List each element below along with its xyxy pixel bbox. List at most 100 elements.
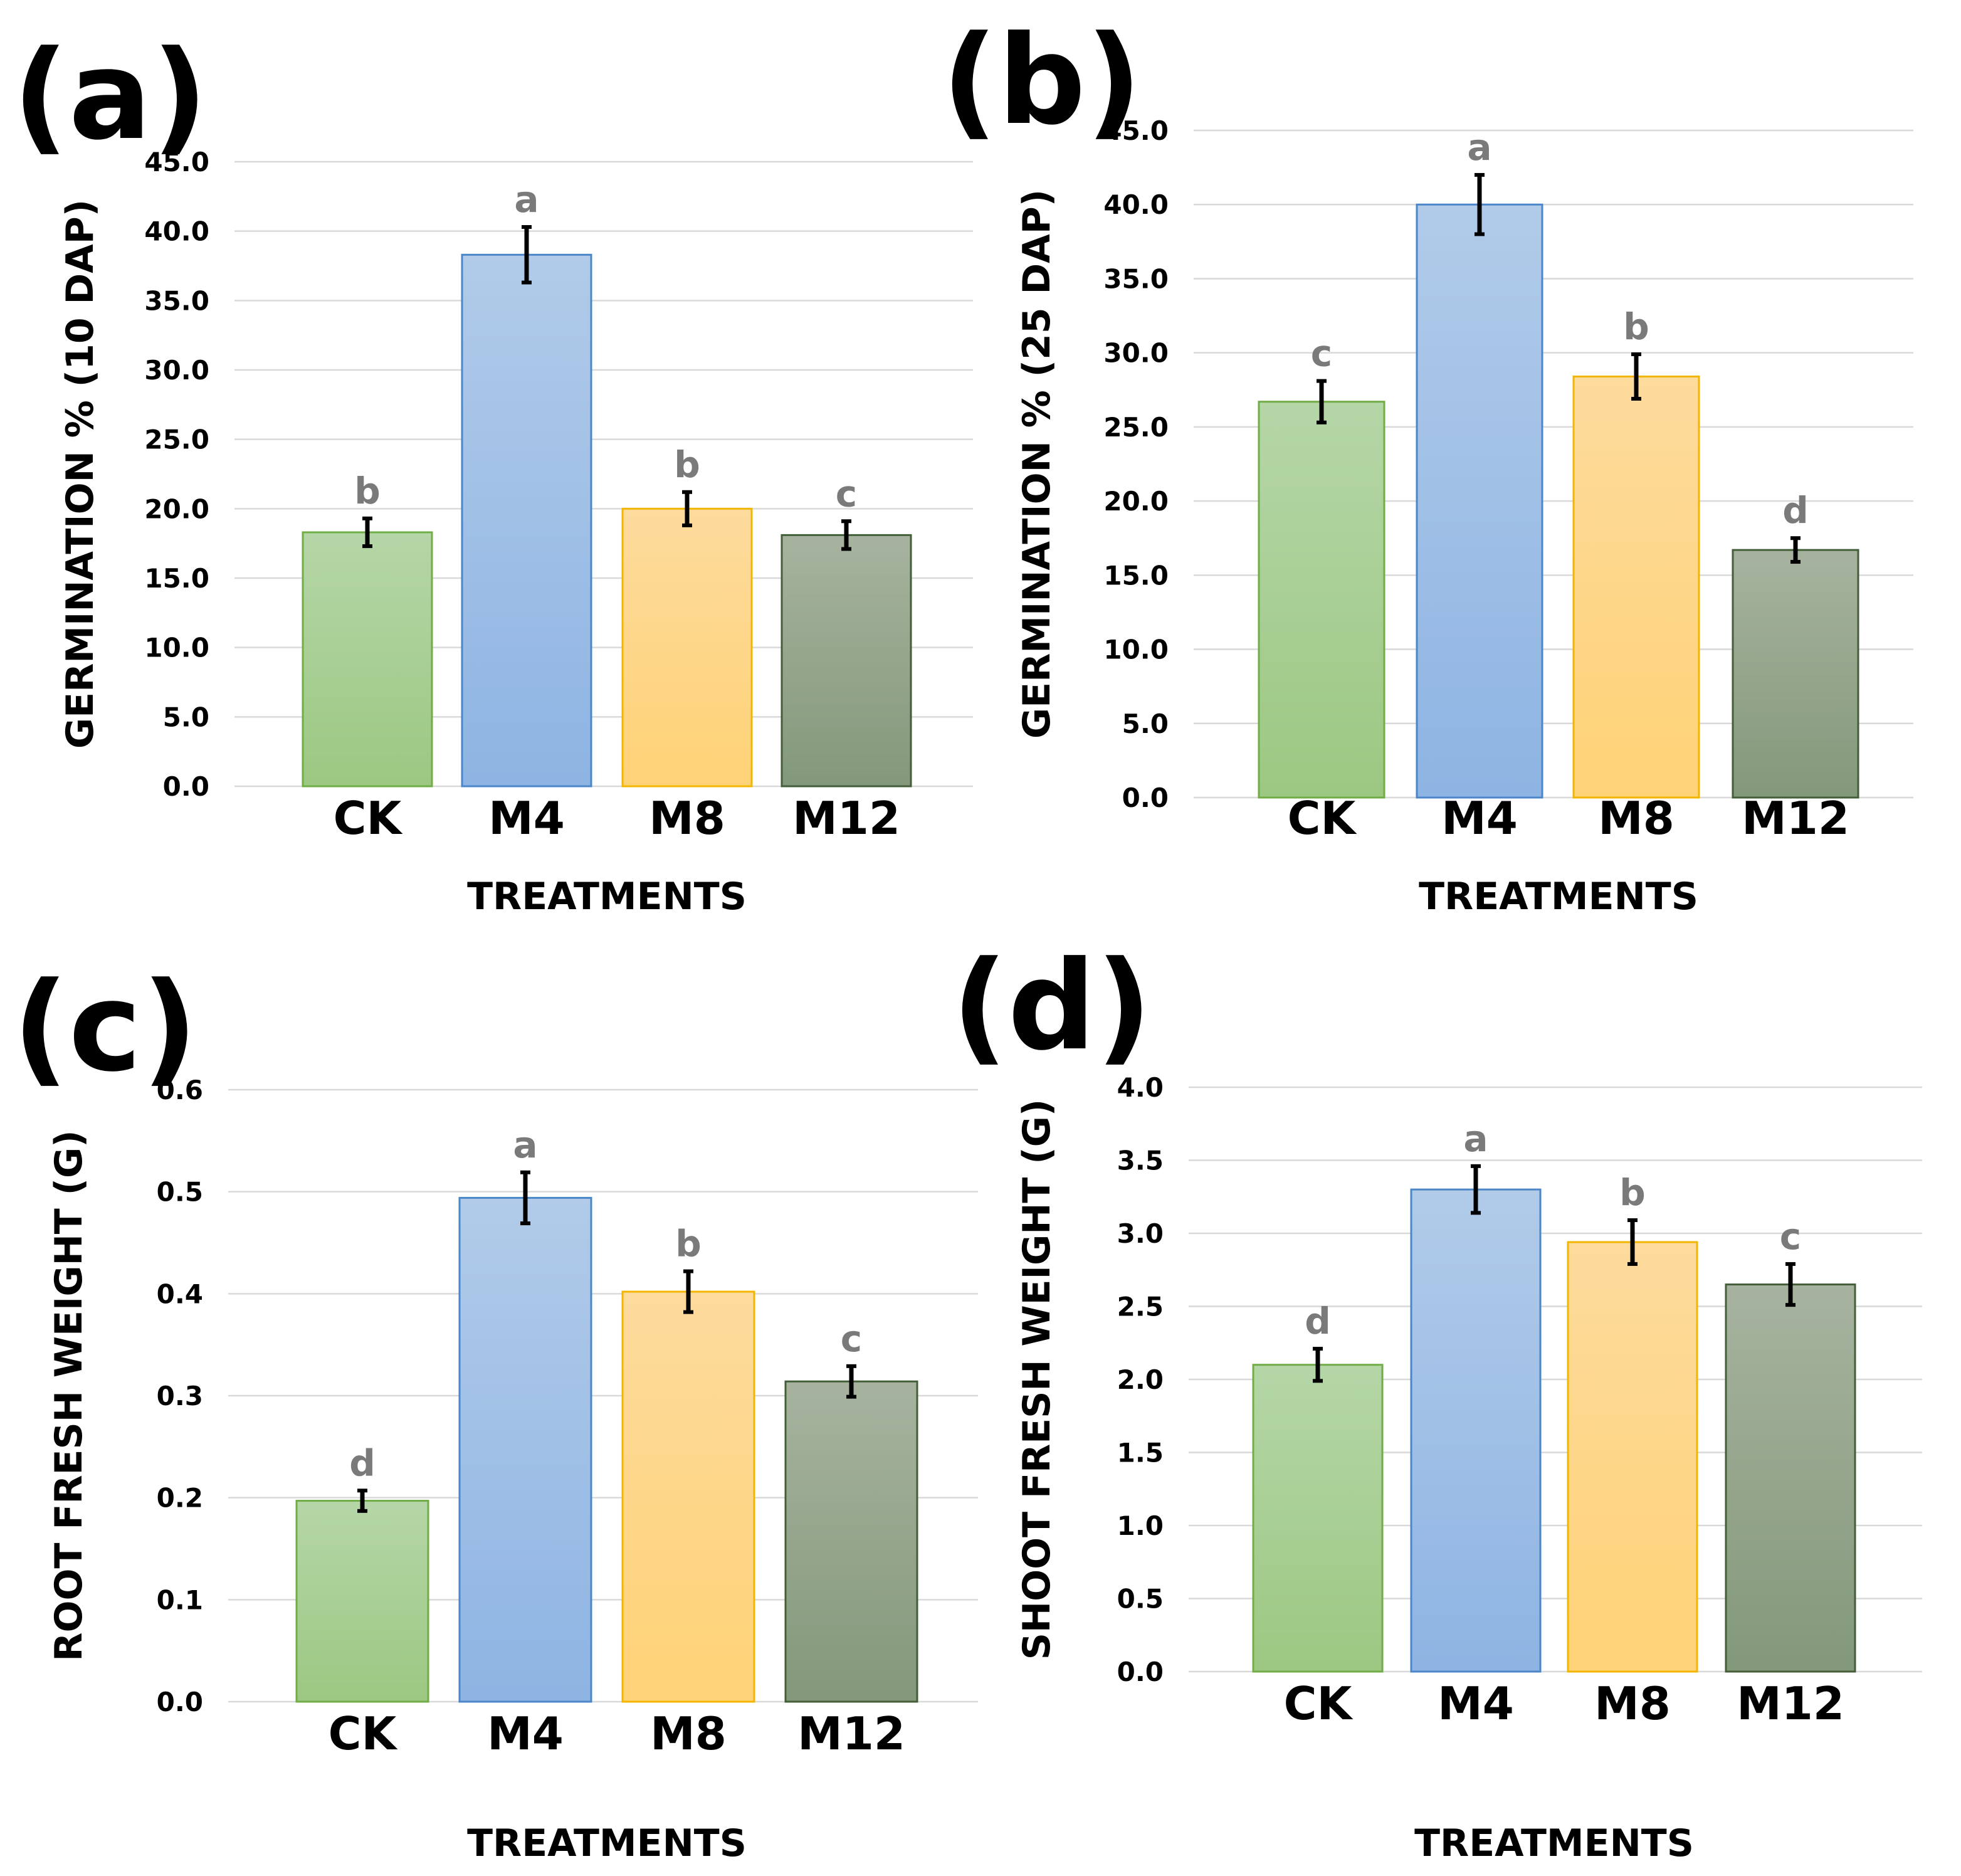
- y-tick-label: 15.0: [144, 563, 209, 594]
- bar-m12: [1725, 1283, 1856, 1673]
- bar-m12: [781, 534, 912, 788]
- y-axis-title: ROOT FRESH WEIGHT (G): [47, 1130, 91, 1661]
- y-tick-label: 35.0: [144, 285, 209, 316]
- bar-m12: [1732, 549, 1859, 799]
- category-label-m8: M8: [650, 1707, 727, 1760]
- category-label-ck: CK: [1288, 792, 1357, 845]
- significance-label-m4: a: [1463, 1117, 1488, 1160]
- significance-label-m12: c: [836, 472, 857, 515]
- significance-label-m12: c: [841, 1317, 862, 1360]
- significance-label-m8: b: [1623, 305, 1649, 348]
- panel-b: (b) 0.0 5.0 10.0 15.0 20.0 25.0 30.0 35.0 40.0 45.…: [942, 0, 1961, 938]
- bar-m4: [458, 1196, 592, 1703]
- bar-m8: [621, 507, 753, 788]
- y-tick-label: 15.0: [1103, 560, 1169, 591]
- category-label-m12: M12: [1737, 1677, 1844, 1730]
- x-axis-title: TREATMENTS: [467, 875, 747, 919]
- y-tick-label: 10.0: [144, 633, 209, 663]
- y-tick-label: 25.0: [144, 424, 209, 455]
- category-label-m4: M4: [1438, 1677, 1514, 1730]
- y-tick-label: 2.0: [1117, 1364, 1164, 1395]
- y-axis-title: GERMINATION % (25 DAP): [1015, 189, 1059, 739]
- significance-label-m8: b: [674, 443, 700, 486]
- chart-a: (a) 0.0 5.0 10.0 15.0 20.0 25.0 30.0 35.0 40.0 45.…: [13, 24, 973, 919]
- y-tick-label: 35.0: [1103, 263, 1169, 294]
- y-tick-label: 2.5: [1117, 1292, 1164, 1322]
- x-axis-title: TREATMENTS: [1414, 1821, 1694, 1865]
- chart-d: (d) 0.0 0.5 1.0 1.5 2.0 2.5 3.0 3.5 4.0 d CK a M4 b M8 c…: [952, 935, 1922, 1865]
- y-tick-label: 0.5: [157, 1177, 203, 1208]
- y-tick-label: 10.0: [1103, 635, 1169, 665]
- category-label-m8: M8: [649, 792, 725, 845]
- bar-ck: [1258, 401, 1385, 799]
- bar-m4: [1416, 203, 1543, 799]
- bar-ck: [1252, 1364, 1384, 1673]
- significance-label-m12: c: [1780, 1215, 1801, 1258]
- significance-label-ck: d: [1305, 1300, 1331, 1342]
- y-tick-label: 30.0: [144, 355, 209, 386]
- y-tick-label: 1.0: [1117, 1510, 1164, 1541]
- y-tick-label: 25.0: [1103, 412, 1169, 443]
- category-label-m4: M4: [487, 1707, 564, 1760]
- category-label-m12: M12: [797, 1707, 905, 1760]
- panel-c: (c) 0.0 0.1 0.2 0.3 0.4 0.5 0.6 d CK a M4 b M8 c M12 ROO…: [0, 938, 980, 1876]
- y-tick-label: 45.0: [144, 147, 209, 177]
- panel-a: (a) 0.0 5.0 10.0 15.0 20.0 25.0 30.0 35.0 40.0 45.…: [0, 0, 980, 938]
- category-label-m8: M8: [1594, 1677, 1671, 1730]
- y-tick-label: 0.2: [157, 1483, 203, 1514]
- y-tick-label: 20.0: [144, 493, 209, 524]
- y-tick-label: 0.1: [157, 1584, 203, 1615]
- category-label-ck: CK: [1284, 1677, 1354, 1730]
- y-axis-title: SHOOT FRESH WEIGHT (G): [1015, 1099, 1059, 1660]
- panel-letter-d: (d): [952, 935, 1152, 1078]
- category-label-ck: CK: [329, 1707, 398, 1760]
- x-axis-title: TREATMENTS: [1419, 875, 1698, 919]
- significance-label-m4: a: [513, 1124, 537, 1166]
- bar-m4: [1410, 1188, 1542, 1673]
- y-tick-label: 0.0: [157, 1687, 203, 1717]
- y-tick-label: 0.0: [163, 771, 209, 802]
- bar-m8: [1567, 1241, 1698, 1673]
- significance-label-m4: a: [514, 178, 539, 221]
- y-tick-label: 45.0: [1103, 115, 1169, 146]
- y-tick-label: 40.0: [144, 216, 209, 247]
- bar-ck: [295, 1500, 429, 1703]
- y-tick-label: 30.0: [1103, 338, 1169, 369]
- chart-b: (b) 0.0 5.0 10.0 15.0 20.0 25.0 30.0 35.0 40.0 45.…: [942, 9, 1913, 919]
- y-tick-label: 1.5: [1117, 1438, 1164, 1468]
- category-label-ck: CK: [334, 792, 403, 845]
- significance-label-ck: c: [1311, 332, 1332, 375]
- category-label-m12: M12: [792, 792, 900, 845]
- y-tick-label: 3.0: [1117, 1218, 1164, 1249]
- significance-label-ck: b: [354, 470, 381, 512]
- y-tick-label: 4.0: [1117, 1072, 1164, 1103]
- x-axis-title: TREATMENTS: [467, 1821, 747, 1865]
- category-label-m4: M4: [488, 792, 565, 845]
- significance-label-ck: d: [349, 1441, 376, 1484]
- bar-m8: [1572, 375, 1700, 799]
- panel-letter-c: (c): [13, 956, 197, 1099]
- significance-label-m8: b: [1619, 1171, 1646, 1214]
- panel-letter-a: (a): [13, 24, 208, 167]
- bar-ck: [302, 531, 433, 788]
- y-tick-label: 5.0: [1122, 709, 1169, 739]
- y-tick-label: 40.0: [1103, 189, 1169, 220]
- y-tick-label: 5.0: [163, 702, 209, 732]
- panel-d: (d) 0.0 0.5 1.0 1.5 2.0 2.5 3.0 3.5 4.0 d CK a M4 b M8 c…: [952, 935, 1961, 1876]
- y-tick-label: 0.4: [157, 1278, 203, 1309]
- bar-m12: [784, 1380, 918, 1703]
- y-tick-label: 0.5: [1117, 1584, 1164, 1615]
- y-tick-label: 0.0: [1122, 783, 1169, 813]
- category-label-m8: M8: [1598, 792, 1674, 845]
- y-axis-title: GERMINATION % (10 DAP): [58, 199, 102, 749]
- y-tick-label: 3.5: [1117, 1146, 1164, 1176]
- y-tick-label: 0.3: [157, 1381, 203, 1411]
- significance-label-m4: a: [1467, 126, 1491, 169]
- bar-m8: [621, 1290, 755, 1703]
- chart-c: (c) 0.0 0.1 0.2 0.3 0.4 0.5 0.6 d CK a M4 b M8 c M12 ROO…: [13, 956, 978, 1865]
- category-label-m4: M4: [1441, 792, 1518, 845]
- y-tick-label: 0.6: [157, 1075, 203, 1105]
- significance-label-m12: d: [1782, 489, 1809, 532]
- panel-letter-b: (b): [942, 9, 1142, 152]
- y-tick-label: 0.0: [1117, 1657, 1164, 1687]
